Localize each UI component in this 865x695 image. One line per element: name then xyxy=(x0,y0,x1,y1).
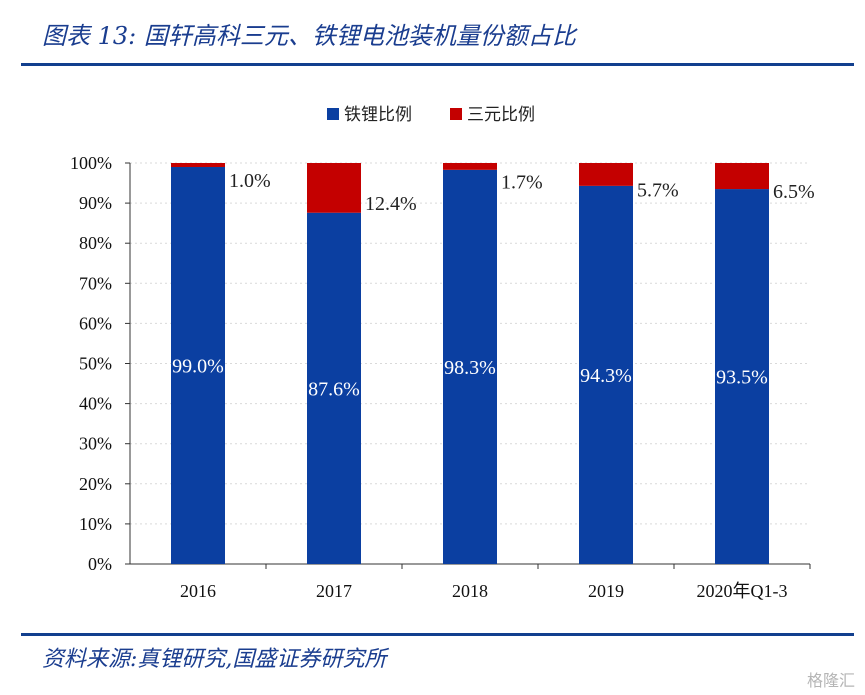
footer-rule xyxy=(21,633,854,636)
y-tick-label: 70% xyxy=(79,273,112,293)
data-label-ternary: 12.4% xyxy=(365,193,417,215)
data-labels: 99.0% 1.0% 87.6% 12.4% 98.3% 1.7% 94.3% 5.7% 93.… xyxy=(172,170,815,400)
x-tick-label: 2017 xyxy=(316,581,352,601)
data-label-lfp: 87.6% xyxy=(308,378,360,400)
legend-swatch-lfp xyxy=(327,108,339,120)
watermark: 格隆汇 xyxy=(806,671,855,690)
y-tick-label: 50% xyxy=(79,354,112,374)
source-note: 资料来源:真锂研究,国盛证券研究所 xyxy=(42,647,387,672)
y-tick-label: 80% xyxy=(79,233,112,253)
bars xyxy=(171,163,769,564)
data-label-ternary: 5.7% xyxy=(637,179,679,201)
data-label-ternary: 1.0% xyxy=(229,170,271,192)
bar-lfp-2017 xyxy=(307,212,361,564)
y-tick-label: 90% xyxy=(79,193,112,213)
data-label-lfp: 93.5% xyxy=(716,367,768,389)
bar-lfp-2018 xyxy=(443,169,497,564)
data-label-lfp: 99.0% xyxy=(172,356,224,378)
y-tick-label: 60% xyxy=(79,313,112,333)
data-label-ternary: 1.7% xyxy=(501,171,543,193)
data-label-lfp: 94.3% xyxy=(580,365,632,387)
y-tick-label: 40% xyxy=(79,394,112,414)
bar-ternary-2019 xyxy=(579,163,633,186)
x-tick-label: 2016 xyxy=(180,581,216,601)
y-tick-label: 10% xyxy=(79,514,112,534)
y-tick-label: 0% xyxy=(88,554,112,574)
x-tick-label: 2019 xyxy=(588,581,624,601)
bar-ternary-2017 xyxy=(307,163,361,213)
legend-label-lfp: 铁锂比例 xyxy=(344,105,412,125)
header-rule xyxy=(21,63,854,66)
bar-ternary-2018 xyxy=(443,163,497,170)
bar-lfp-2019 xyxy=(579,185,633,564)
data-label-ternary: 6.5% xyxy=(773,181,815,203)
y-tick-label: 100% xyxy=(70,153,112,173)
legend-label-ternary: 三元比例 xyxy=(467,105,535,125)
x-tick-label: 2020年Q1-3 xyxy=(697,581,788,601)
data-label-lfp: 98.3% xyxy=(444,357,496,379)
x-tick-label: 2018 xyxy=(452,581,488,601)
chart-title: 图表 13: 国轩高科三元、铁锂电池装机量份额占比 xyxy=(42,22,576,50)
bar-ternary-2016 xyxy=(171,163,225,168)
legend: 铁锂比例 三元比例 xyxy=(327,105,535,125)
legend-swatch-ternary xyxy=(450,108,462,120)
y-tick-label: 30% xyxy=(79,434,112,454)
bar-ternary-2020年Q1-3 xyxy=(715,163,769,190)
bar-lfp-2016 xyxy=(171,167,225,564)
bar-lfp-2020年Q1-3 xyxy=(715,189,769,564)
y-tick-label: 20% xyxy=(79,474,112,494)
